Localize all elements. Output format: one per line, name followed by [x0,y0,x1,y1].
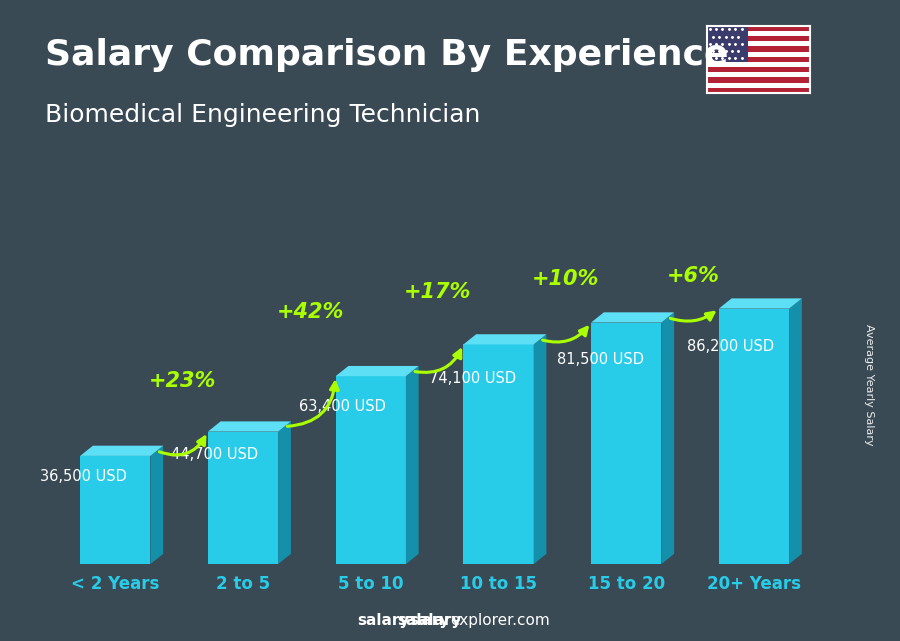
Text: Salary Comparison By Experience: Salary Comparison By Experience [45,38,728,72]
Text: 44,700 USD: 44,700 USD [171,447,258,463]
Bar [706,26,748,62]
Polygon shape [80,456,150,564]
Polygon shape [406,366,419,564]
Text: salary: salary [410,613,462,628]
Text: salary: salary [398,613,450,628]
Polygon shape [789,299,802,564]
Bar [706,72,810,78]
Polygon shape [591,312,674,322]
Polygon shape [336,376,406,564]
Bar [706,46,810,51]
Polygon shape [662,312,674,564]
Bar [706,56,810,62]
Bar [706,78,810,83]
Polygon shape [464,344,534,564]
Bar [706,26,810,31]
Polygon shape [336,366,418,376]
Text: Biomedical Engineering Technician: Biomedical Engineering Technician [45,103,481,126]
Text: salary: salary [357,613,410,628]
Text: +42%: +42% [276,301,344,322]
Text: Average Yearly Salary: Average Yearly Salary [863,324,874,445]
Polygon shape [591,322,662,564]
Bar [706,67,810,72]
Bar [706,51,810,56]
Bar [706,36,810,41]
Text: explorer.com: explorer.com [450,613,550,628]
Polygon shape [150,445,163,564]
Bar [706,88,810,93]
Text: +17%: +17% [404,282,472,302]
Polygon shape [534,334,546,564]
Polygon shape [208,431,278,564]
Polygon shape [464,334,546,344]
Text: +23%: +23% [148,371,216,391]
Text: +6%: +6% [667,265,720,286]
Text: +10%: +10% [532,269,599,289]
Text: 81,500 USD: 81,500 USD [557,351,644,367]
Polygon shape [719,308,789,564]
Bar [706,41,810,46]
Text: 86,200 USD: 86,200 USD [688,339,775,354]
Bar [706,83,810,88]
Polygon shape [278,421,291,564]
Bar [706,62,810,67]
Polygon shape [80,445,163,456]
Text: 36,500 USD: 36,500 USD [40,469,127,484]
Text: 74,100 USD: 74,100 USD [429,371,517,386]
Polygon shape [719,299,802,308]
Bar [706,31,810,36]
Text: 63,400 USD: 63,400 USD [299,399,386,413]
Polygon shape [208,421,291,431]
